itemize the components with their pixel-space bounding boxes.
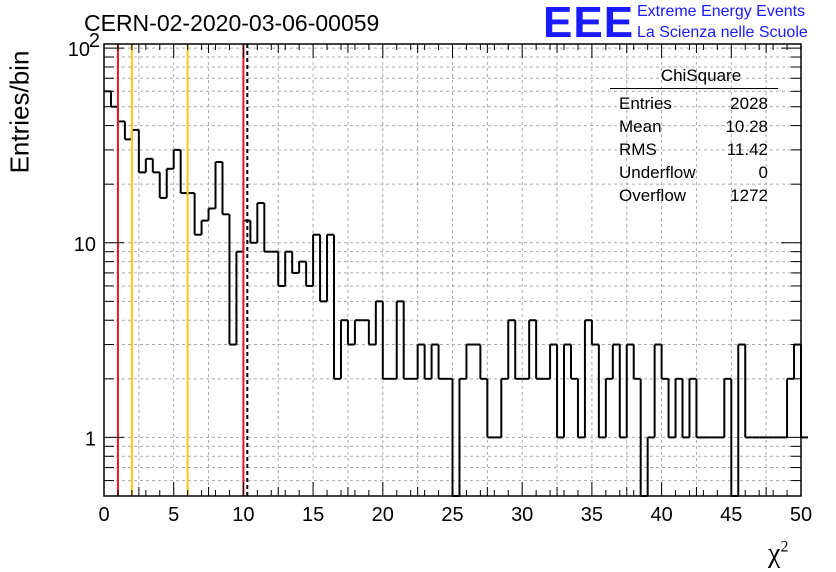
stats-value: 11.42: [726, 140, 768, 159]
stats-divider: [610, 88, 778, 89]
x-tick-label: 35: [581, 504, 603, 526]
x-axis-label: χ2: [768, 538, 788, 570]
stats-value: 1272: [730, 186, 768, 205]
stats-row-underflow: Underflow 0: [610, 161, 778, 184]
tick-layer: [103, 44, 802, 497]
stats-row-entries: Entries 2028: [610, 92, 778, 115]
y-tick-label-exponent: 2: [89, 30, 100, 52]
stats-key: Underflow: [619, 163, 696, 182]
stats-row-mean: Mean 10.28: [610, 115, 778, 138]
chart-title: CERN-02-2020-03-06-00059: [84, 10, 380, 36]
x-tick-label: 15: [302, 504, 324, 526]
stats-row-overflow: Overflow 1272: [610, 184, 778, 207]
x-tick-label: 0: [98, 504, 109, 526]
stats-value: 0: [758, 163, 768, 182]
x-axis-label-base: χ: [768, 538, 781, 569]
y-tick-label: 10: [68, 39, 90, 61]
eee-logo-icon: EEE: [543, 0, 635, 47]
histogram-layer: [104, 90, 808, 497]
x-tick-label: 40: [650, 504, 672, 526]
logo-caption-line1: Extreme Energy Events: [637, 3, 806, 20]
x-tick-label: 25: [441, 504, 463, 526]
logo-caption-line2: La Scienza nelle Scuole: [637, 24, 808, 41]
y-tick-label: 1: [85, 428, 96, 450]
x-axis-label-sup: 2: [780, 538, 789, 556]
stats-value: 2028: [730, 94, 768, 113]
x-tick-label: 50: [790, 504, 812, 526]
x-tick-label: 45: [720, 504, 742, 526]
x-tick-label: 20: [372, 504, 394, 526]
reference-lines-layer: [116, 44, 249, 496]
x-tick-label: 10: [232, 504, 254, 526]
y-tick-label: 10: [74, 234, 96, 256]
stats-key: Mean: [619, 117, 662, 136]
stats-title: ChiSquare: [660, 66, 742, 85]
x-tick-label: 30: [511, 504, 533, 526]
stats-key: Overflow: [619, 186, 687, 205]
stats-key: RMS: [619, 140, 657, 159]
stats-value: 10.28: [725, 117, 768, 136]
stats-row-rms: RMS 11.42: [610, 138, 778, 161]
stats-key: Entries: [619, 94, 672, 113]
x-tick-label: 5: [168, 504, 179, 526]
stats-box: ChiSquare Entries 2028 Mean 10.28 RMS 11…: [610, 66, 778, 207]
